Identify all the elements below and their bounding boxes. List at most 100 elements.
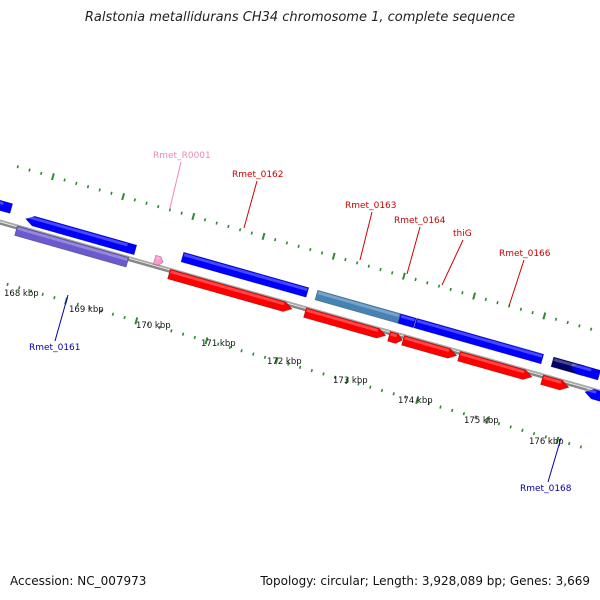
backbone-line-upper [0,219,600,392]
minor-tick [41,292,44,297]
major-tick [121,192,126,201]
minor-tick [461,291,464,295]
major-tick [191,212,196,221]
cds-red-2-highlight [306,308,379,332]
minor-tick [297,244,300,248]
cds-purple-highlight [17,227,128,261]
minor-tick [380,388,384,393]
cds-red-6-highlight [543,376,562,384]
minor-tick [379,267,382,272]
map-title: Ralstonia metallidurans CH34 chromosome … [84,10,516,25]
minor-tick [298,365,302,369]
cds-red-4-shape [401,335,458,359]
minor-tick [215,221,218,225]
minor-tick [274,238,277,242]
minor-tick [63,178,66,182]
outer-tick-row [16,165,593,331]
minor-tick [88,305,91,310]
rna-rmet-r0001 [153,254,164,266]
minor-tick [566,320,569,325]
minor-tick [437,284,441,288]
minor-tick [451,408,454,413]
minor-tick [367,264,370,268]
minor-tick [589,327,593,331]
gene-label: Rmet_0164 [394,216,446,226]
minor-tick [180,211,183,215]
rna-rmet-r0001-highlight [155,256,160,260]
minor-tick [509,425,512,429]
label-leader [508,259,525,307]
cds-left-edge-shape [0,197,14,214]
cds-red-1 [167,268,293,312]
cds-rmet-0161 [25,215,138,256]
major-tick [415,396,420,405]
cds-rmet-0163-shape [314,289,401,324]
minor-tick [263,355,267,360]
cds-red-3 [387,331,403,344]
major-tick [401,272,406,280]
minor-tick [414,277,417,282]
minor-tick [29,289,33,293]
minor-tick [568,441,571,446]
major-tick [542,312,547,320]
gene-label: Rmet_0162 [232,170,284,180]
cds-red-5-highlight [460,352,525,374]
cds-left-edge [0,197,14,214]
cds-red-6-shape [540,374,570,391]
major-tick [261,232,266,241]
cds-red-6 [540,374,570,391]
major-tick [50,173,55,181]
minor-tick [544,435,547,439]
accession-text: Accession: NC_007973 [10,574,147,588]
cds-rmet-0164-shape [397,313,417,329]
major-tick [331,252,336,260]
major-tick [472,292,477,300]
cds-red-1-highlight [170,270,285,306]
minor-tick [309,247,312,252]
minor-tick [40,171,43,176]
minor-tick [217,342,220,346]
minor-tick [462,412,466,416]
cds-right-edge-highlight [586,388,597,394]
minor-tick [355,261,359,265]
cds-rmet-0168-shape [569,364,600,381]
minor-tick [427,402,430,406]
minor-tick [532,431,536,436]
minor-tick [240,349,243,353]
minor-tick [250,231,253,235]
cds-red-1-shape [167,268,293,312]
kbp-tick-label: 168 kbp [4,289,39,299]
minor-tick [181,332,185,336]
kbp-tick-label: 170 kbp [136,321,171,331]
minor-tick [86,184,90,189]
minor-tick [100,309,103,313]
minor-tick [320,251,324,255]
minor-tick [426,281,429,285]
minor-tick [334,375,337,379]
minor-tick [228,345,232,350]
minor-tick [252,352,255,356]
cds-rmet-0162-highlight [183,253,308,292]
major-tick [204,337,209,345]
cds-rmet-0168-highlight [571,363,592,372]
minor-tick [111,312,115,316]
minor-tick [519,307,523,311]
kbp-tick-label: 176 kbp [529,437,564,447]
cds-red-3-highlight [390,332,398,338]
gene-label: Rmet_R0001 [153,151,211,161]
minor-tick [285,241,289,245]
minor-tick [344,257,347,262]
kbp-tick-label: 171 kbp [201,339,236,349]
cds-rmet-0161-highlight [27,215,128,247]
gene-label: thiG [453,229,472,239]
minor-tick [146,322,150,326]
minor-tick [497,422,501,426]
minor-tick [322,372,325,376]
minor-tick [16,165,19,169]
cds-red-2 [303,307,387,339]
label-leader [54,294,69,342]
cds-purple [14,225,130,268]
gene-labels: Rmet_R0001 Rmet_0162 Rmet_0163 Rmet_0164thi… [29,151,572,494]
label-leader [406,226,421,275]
cds-red-2-shape [303,307,387,339]
